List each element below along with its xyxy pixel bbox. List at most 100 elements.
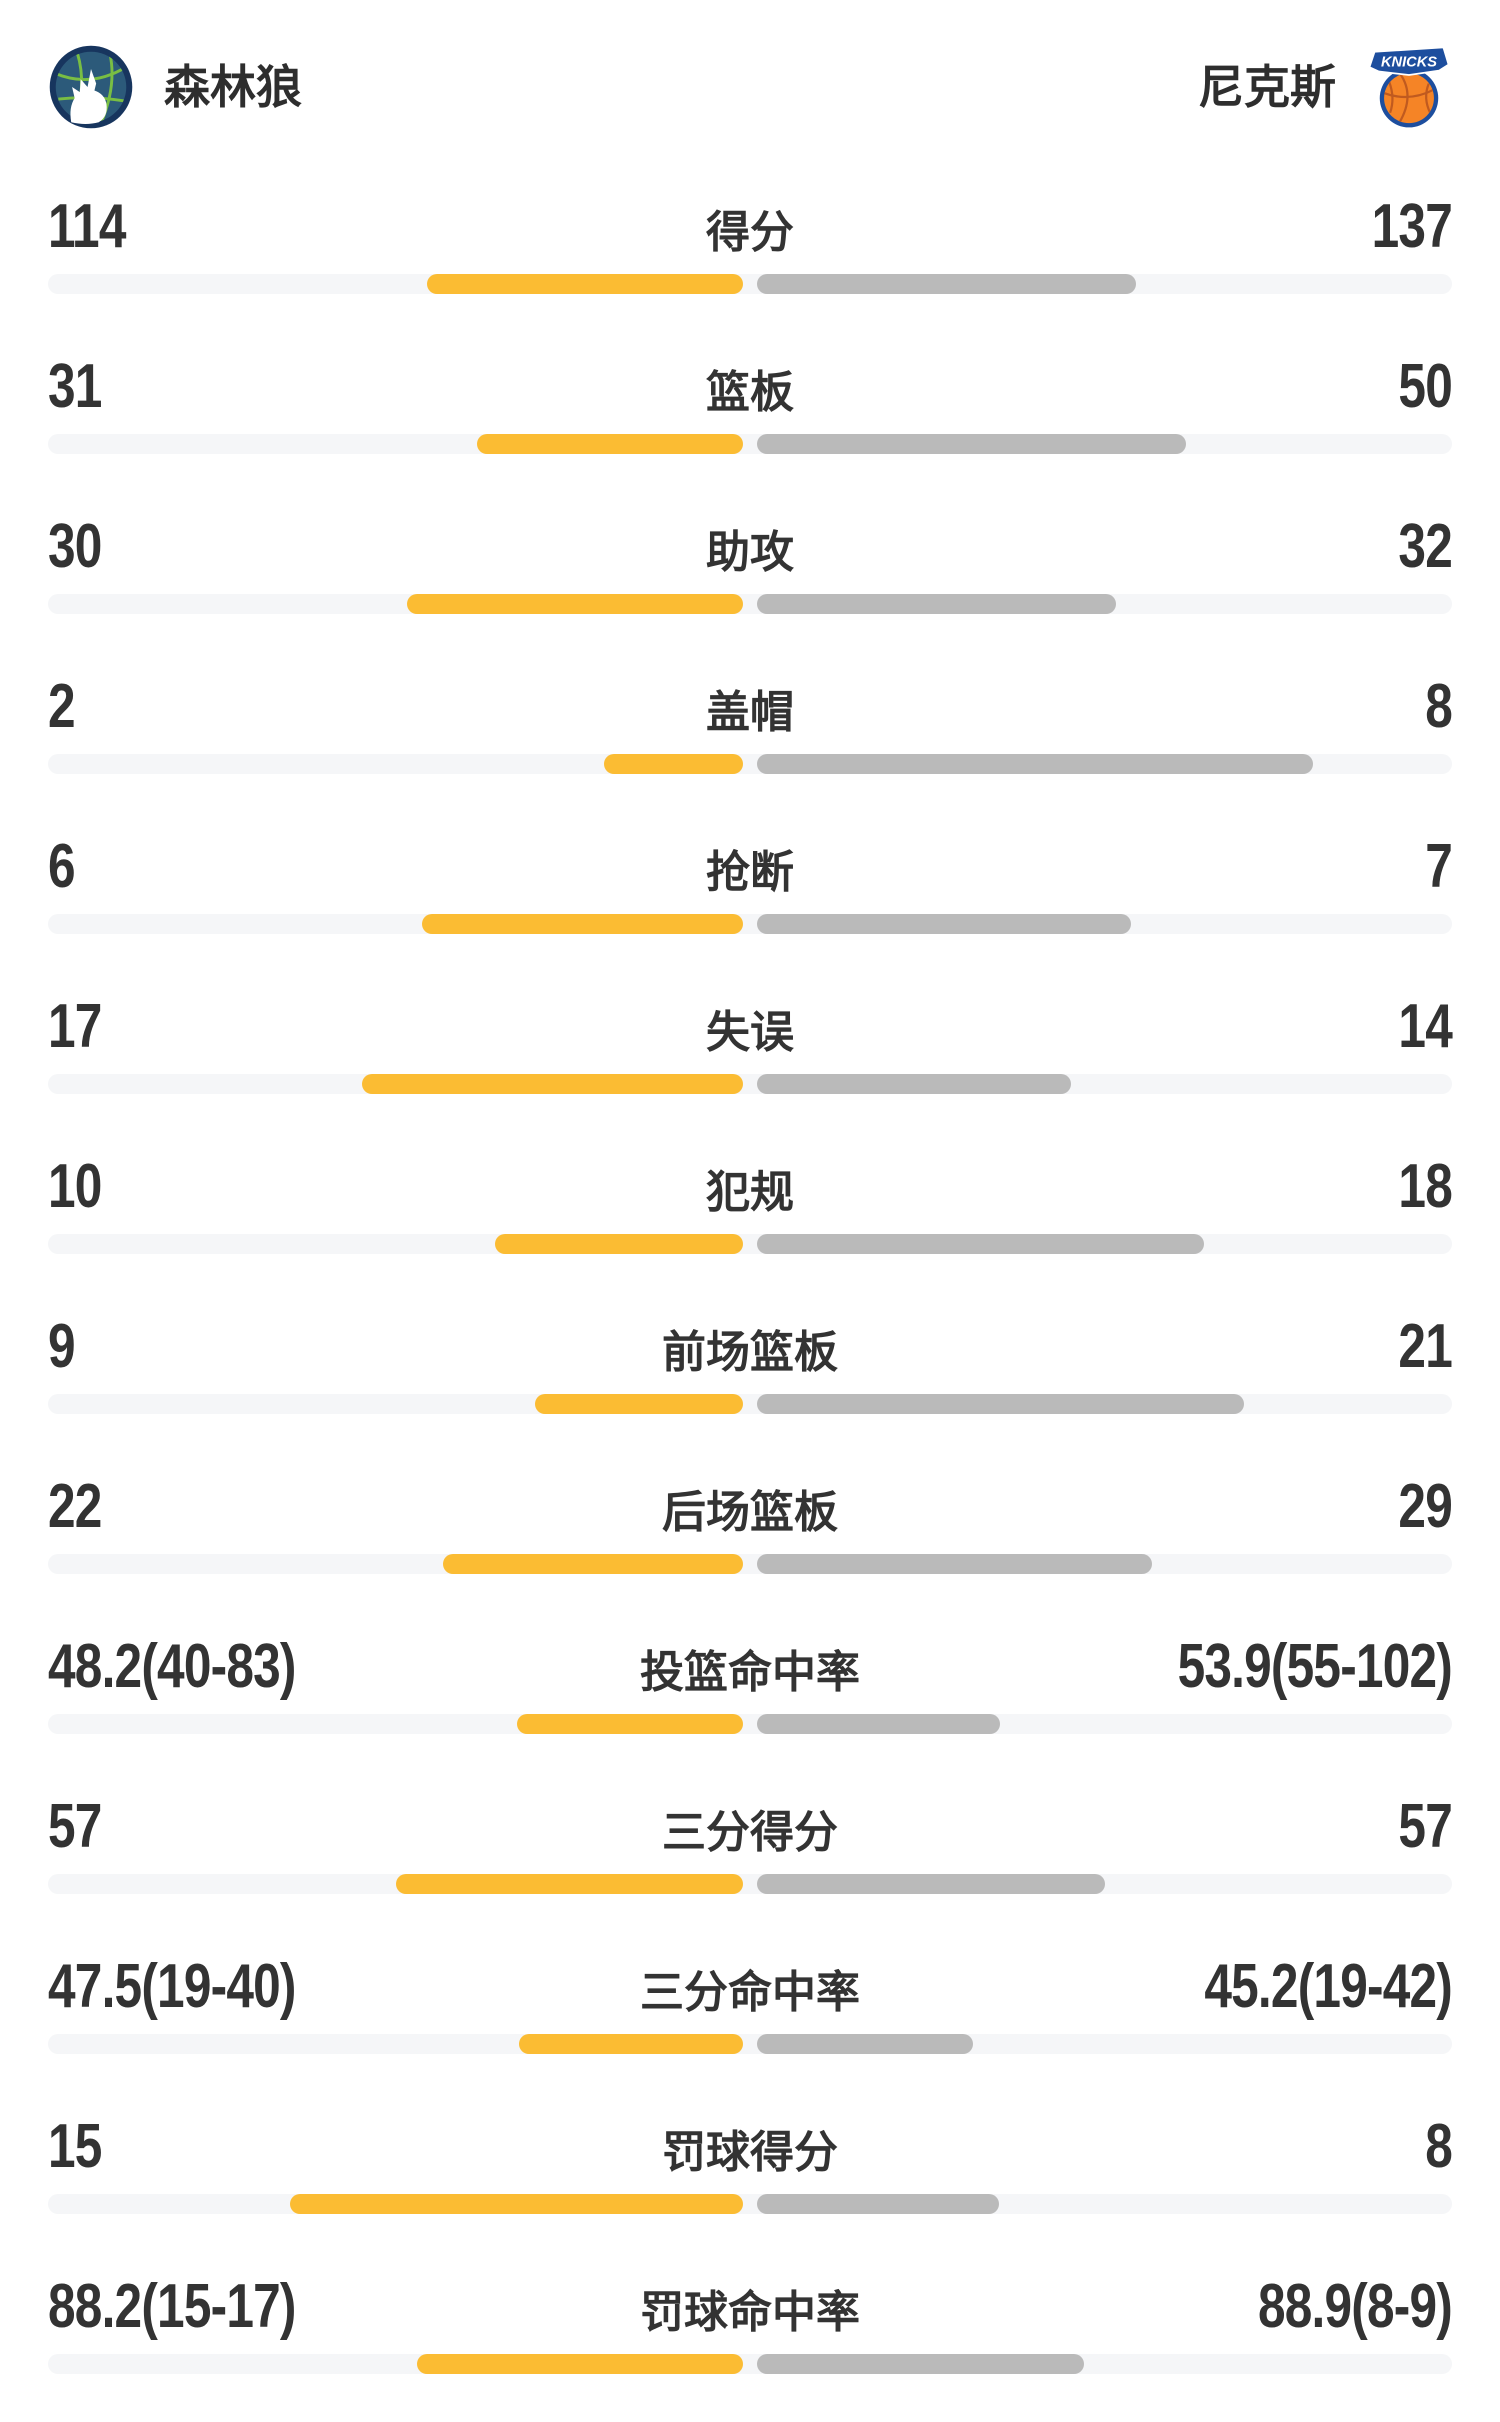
stat-bar-track xyxy=(48,914,1452,934)
stat-bar-track xyxy=(48,1714,1452,1734)
stat-values: 57 三分得分 57 xyxy=(48,1792,1453,1862)
knicks-ball-seams xyxy=(1384,73,1434,123)
right-team-value: 18 xyxy=(1398,1152,1452,1221)
stat-values: 15 罚球得分 8 xyxy=(48,2112,1453,2182)
stat-bar-track xyxy=(48,2034,1452,2054)
right-team-value: 50 xyxy=(1398,352,1452,421)
stat-row: 22 后场篮板 29 xyxy=(0,1462,1500,1622)
left-team-value: 9 xyxy=(48,1312,76,1381)
stat-values: 114 得分 137 xyxy=(48,192,1453,262)
right-team-bar xyxy=(757,1394,1244,1414)
header: 森林狼 尼克斯 KNICKS xyxy=(0,0,1500,130)
right-team-value: 45.2(19-42) xyxy=(1204,1952,1452,2021)
right-team-value: 88.9(8-9) xyxy=(1257,2272,1453,2341)
team-right-name: 尼克斯 xyxy=(1198,61,1336,113)
left-team-bar xyxy=(289,2194,743,2214)
stat-label: 三分命中率 xyxy=(640,1968,860,2017)
stat-values: 47.5(19-40) 三分命中率 45.2(19-42) xyxy=(48,1952,1453,2022)
stat-values: 22 后场篮板 29 xyxy=(48,1472,1453,1542)
stat-bar-track xyxy=(48,274,1452,294)
stat-bar-track xyxy=(48,2194,1452,2214)
stat-values: 17 失误 14 xyxy=(48,992,1453,1062)
right-team-bar xyxy=(757,2354,1085,2374)
team-right: 尼克斯 KNICKS xyxy=(1198,44,1452,130)
stat-values: 2 盖帽 8 xyxy=(48,672,1453,742)
stat-bar-track xyxy=(48,1874,1452,1894)
right-team-bar xyxy=(757,274,1137,294)
left-team-bar xyxy=(395,1874,743,1894)
stat-bar-track xyxy=(48,1234,1452,1254)
stat-row: 9 前场篮板 21 xyxy=(0,1302,1500,1462)
stat-row: 15 罚球得分 8 xyxy=(0,2102,1500,2262)
stat-row: 17 失误 14 xyxy=(0,982,1500,1142)
left-team-value: 2 xyxy=(48,672,76,741)
right-team-bar xyxy=(757,1234,1204,1254)
stat-label: 三分得分 xyxy=(662,1808,838,1857)
knicks-banner xyxy=(1368,46,1450,76)
stat-label: 前场篮板 xyxy=(662,1328,838,1377)
knicks-logo[interactable]: KNICKS xyxy=(1366,44,1452,130)
knicks-banner-text: KNICKS xyxy=(1381,54,1437,70)
right-team-bar xyxy=(757,594,1116,614)
right-team-value: 53.9(55-102) xyxy=(1177,1632,1453,1701)
stat-row: 48.2(40-83) 投篮命中率 53.9(55-102) xyxy=(0,1622,1500,1782)
left-team-bar xyxy=(443,1554,743,1574)
stat-values: 30 助攻 32 xyxy=(48,512,1453,582)
knicks-ball xyxy=(1384,73,1434,124)
right-team-value: 7 xyxy=(1425,832,1453,901)
stat-label: 助攻 xyxy=(706,528,794,577)
stat-row: 31 篮板 50 xyxy=(0,342,1500,502)
left-team-value: 22 xyxy=(48,1472,102,1541)
right-team-bar xyxy=(757,2034,974,2054)
stat-row: 57 三分得分 57 xyxy=(0,1782,1500,1942)
stat-values: 6 抢断 7 xyxy=(48,832,1453,902)
right-team-value: 8 xyxy=(1425,672,1453,741)
stat-row: 114 得分 137 xyxy=(0,182,1500,342)
left-team-bar xyxy=(494,1234,743,1254)
left-team-value: 17 xyxy=(48,992,102,1061)
wolf-silhouette xyxy=(70,68,107,124)
stat-bar-track xyxy=(48,1554,1452,1574)
left-team-value: 114 xyxy=(48,192,126,261)
right-team-bar xyxy=(757,1074,1072,1094)
stat-row: 30 助攻 32 xyxy=(0,502,1500,662)
right-team-value: 29 xyxy=(1398,1472,1452,1541)
stat-bar-track xyxy=(48,434,1452,454)
stat-label: 罚球得分 xyxy=(662,2128,838,2177)
left-team-value: 31 xyxy=(48,352,102,421)
left-team-value: 15 xyxy=(48,2112,102,2181)
stat-row: 10 犯规 18 xyxy=(0,1142,1500,1302)
right-team-bar xyxy=(757,754,1313,774)
left-team-value: 88.2(15-17) xyxy=(48,2272,296,2341)
left-team-bar xyxy=(417,2354,743,2374)
stat-label: 盖帽 xyxy=(706,688,794,737)
stat-bar-track xyxy=(48,1394,1452,1414)
stat-bar-track xyxy=(48,2354,1452,2374)
stat-values: 48.2(40-83) 投篮命中率 53.9(55-102) xyxy=(48,1632,1453,1702)
left-team-bar xyxy=(604,754,743,774)
right-team-bar xyxy=(757,2194,999,2214)
timberwolves-logo[interactable] xyxy=(48,44,134,130)
right-team-bar xyxy=(757,1554,1153,1574)
left-team-value: 30 xyxy=(48,512,102,581)
stat-label: 得分 xyxy=(706,208,794,257)
stat-values: 31 篮板 50 xyxy=(48,352,1453,422)
stat-values: 10 犯规 18 xyxy=(48,1152,1453,1222)
left-team-bar xyxy=(362,1074,743,1094)
stat-label: 罚球命中率 xyxy=(640,2288,860,2337)
stat-values: 88.2(15-17) 罚球命中率 88.9(8-9) xyxy=(48,2272,1453,2342)
team-left: 森林狼 xyxy=(48,44,302,130)
stat-label: 篮板 xyxy=(706,368,794,417)
left-team-bar xyxy=(427,274,743,294)
team-left-name: 森林狼 xyxy=(164,61,302,113)
right-team-value: 32 xyxy=(1398,512,1452,581)
stat-bar-track xyxy=(48,754,1452,774)
left-team-value: 6 xyxy=(48,832,76,901)
right-team-value: 137 xyxy=(1371,192,1453,261)
stat-bar-track xyxy=(48,1074,1452,1094)
stat-label: 投篮命中率 xyxy=(640,1648,860,1697)
right-team-bar xyxy=(757,1714,1001,1734)
stat-label: 抢断 xyxy=(706,848,794,897)
right-team-value: 57 xyxy=(1398,1792,1452,1861)
left-team-bar xyxy=(476,434,743,454)
